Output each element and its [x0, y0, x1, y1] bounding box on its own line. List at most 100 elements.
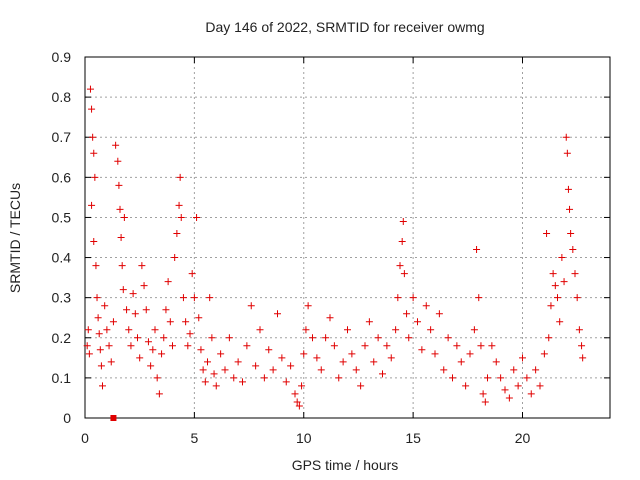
data-point	[190, 294, 198, 302]
data-point	[479, 390, 487, 398]
data-point	[403, 310, 411, 318]
data-point	[466, 350, 474, 358]
data-point	[317, 366, 325, 374]
data-point	[90, 149, 98, 157]
data-point	[335, 374, 343, 382]
data-point	[291, 390, 299, 398]
data-point	[431, 350, 439, 358]
data-point	[204, 358, 211, 366]
data-point	[564, 185, 572, 193]
x-axis-title: GPS time / hours	[292, 457, 399, 473]
data-point	[383, 342, 391, 350]
data-point	[177, 213, 185, 221]
y-tick-label: 0.1	[52, 370, 72, 386]
data-point	[287, 362, 295, 370]
data-point	[405, 334, 413, 342]
data-point	[169, 342, 176, 350]
data-point	[195, 314, 203, 322]
data-point	[230, 374, 238, 382]
data-point	[348, 350, 356, 358]
data-point	[101, 302, 109, 310]
y-tick-label: 0.8	[52, 89, 72, 105]
data-point	[147, 362, 155, 370]
data-point	[256, 326, 264, 334]
data-point	[302, 326, 310, 334]
data-point	[164, 278, 172, 286]
data-point	[501, 386, 509, 394]
data-point	[239, 378, 246, 386]
y-tick-label: 0.2	[52, 330, 72, 346]
data-point	[131, 310, 139, 318]
data-point	[453, 342, 461, 350]
data-point	[188, 270, 196, 278]
x-tick-label: 20	[515, 430, 531, 446]
data-point	[86, 85, 94, 93]
data-point	[344, 326, 351, 334]
data-point	[186, 330, 194, 338]
chart-title: Day 146 of 2022, SRMTID for receiver owm…	[205, 19, 484, 35]
x-tick-label: 5	[190, 430, 198, 446]
data-point	[160, 334, 168, 342]
y-tick-label: 0	[63, 410, 71, 426]
data-point	[88, 105, 96, 113]
data-point	[554, 294, 561, 302]
data-point	[90, 238, 98, 246]
data-point	[330, 342, 338, 350]
data-point	[300, 350, 308, 358]
data-point	[569, 246, 577, 254]
data-point	[116, 205, 124, 213]
data-point	[210, 370, 218, 378]
data-point	[551, 282, 559, 290]
data-point	[523, 374, 531, 382]
data-point	[274, 310, 281, 318]
y-tick-label: 0.5	[52, 209, 72, 225]
data-point	[193, 213, 201, 221]
data-point	[396, 262, 404, 270]
data-point	[182, 318, 190, 326]
data-point	[322, 334, 330, 342]
data-point	[462, 382, 470, 390]
data-point	[545, 334, 553, 342]
data-point	[449, 374, 456, 382]
data-point	[97, 362, 105, 370]
data-point	[225, 334, 233, 342]
data-point	[514, 382, 522, 390]
data-point	[409, 294, 417, 302]
data-point	[492, 358, 500, 366]
data-point	[339, 358, 347, 366]
data-point	[134, 334, 141, 342]
data-point	[481, 398, 489, 406]
data-point	[435, 310, 443, 318]
data-point	[488, 342, 496, 350]
data-point	[197, 346, 205, 354]
data-point	[563, 149, 571, 157]
data-point	[573, 294, 581, 302]
data-point	[543, 229, 551, 237]
data-point	[96, 346, 104, 354]
data-point	[558, 254, 566, 262]
y-tick-label: 0.4	[52, 250, 72, 266]
data-point	[567, 229, 575, 237]
data-point	[265, 346, 273, 354]
data-point	[260, 374, 268, 382]
y-tick-label: 0.6	[52, 169, 72, 185]
x-tick-label: 10	[296, 430, 312, 446]
data-point	[540, 350, 548, 358]
data-point	[199, 366, 207, 374]
data-point	[427, 326, 435, 334]
data-point	[313, 354, 321, 362]
data-point	[217, 350, 225, 358]
data-point	[173, 229, 181, 237]
data-point	[282, 378, 290, 386]
data-point	[470, 326, 478, 334]
data-point	[247, 302, 255, 310]
data-point	[392, 326, 400, 334]
data-point	[365, 318, 373, 326]
data-point	[473, 246, 481, 254]
data-point	[414, 318, 421, 326]
data-points	[83, 85, 587, 421]
data-point	[176, 173, 184, 181]
data-point	[149, 346, 157, 354]
data-point	[184, 342, 192, 350]
